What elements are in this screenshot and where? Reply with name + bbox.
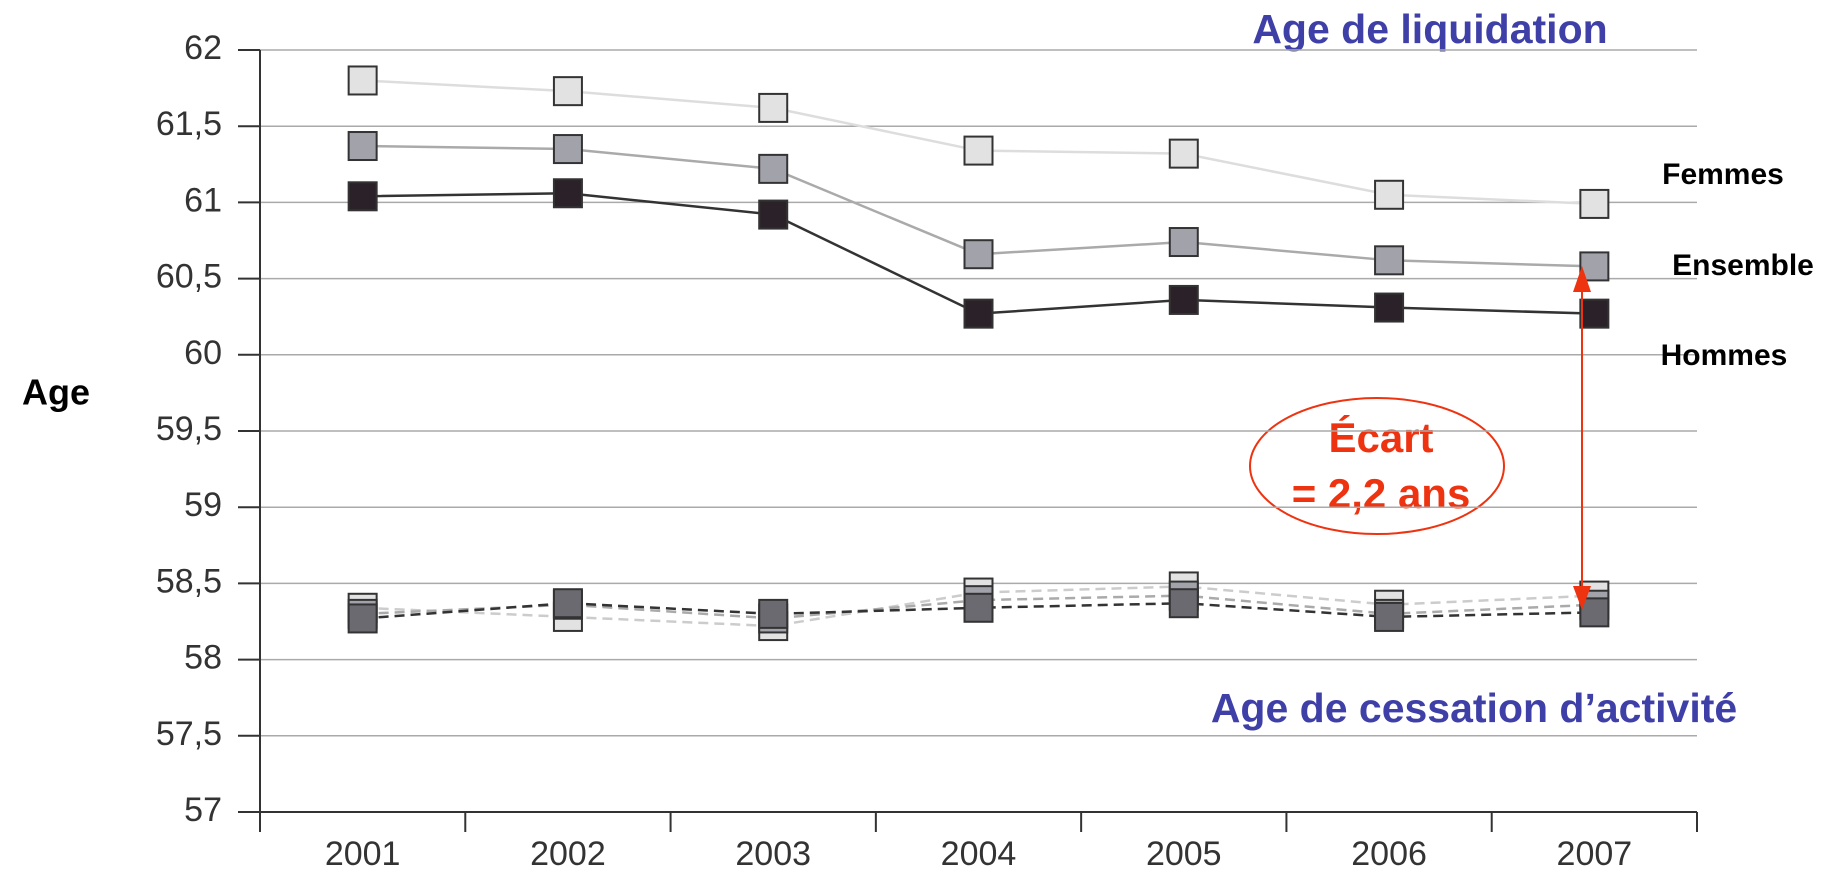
x-tick-label: 2007 — [1557, 835, 1633, 873]
marker — [1168, 138, 1199, 169]
y-tick-label: 58,5 — [156, 562, 222, 600]
y-tick-label: 58 — [184, 639, 222, 677]
marker — [1168, 284, 1199, 315]
y-axis-label: Age — [22, 372, 90, 413]
marker — [963, 239, 994, 270]
marker — [963, 592, 994, 623]
x-tick-label: 2005 — [1146, 835, 1222, 873]
arrow-head — [1573, 266, 1591, 292]
marker — [758, 153, 789, 184]
y-tick-label: 62 — [184, 29, 222, 67]
y-tick-label: 59,5 — [156, 410, 222, 448]
marker — [1374, 245, 1405, 276]
x-tick-label: 2002 — [530, 835, 606, 873]
y-tick-label: 59 — [184, 486, 222, 524]
x-tick-label: 2003 — [735, 835, 811, 873]
chart-subtitle: Age de cessation d’activité — [1211, 685, 1737, 731]
x-tick-label: 2001 — [325, 835, 401, 873]
marker — [1579, 188, 1610, 219]
arrow-head — [1573, 586, 1591, 610]
marker — [347, 131, 378, 162]
marker — [1579, 298, 1610, 329]
marker — [347, 65, 378, 96]
x-tick-label: 2004 — [941, 835, 1017, 873]
marker — [1374, 601, 1405, 632]
marker — [758, 92, 789, 123]
y-tick-label: 57,5 — [156, 715, 222, 753]
chart-title: Age de liquidation — [1252, 6, 1607, 52]
y-tick-label: 60 — [184, 334, 222, 372]
x-tick-label: 2006 — [1351, 835, 1427, 873]
marker — [552, 134, 583, 165]
marker — [552, 76, 583, 107]
legend-label: Femmes — [1662, 158, 1784, 191]
marker — [552, 588, 583, 619]
y-tick-label: 60,5 — [156, 258, 222, 296]
y-tick-label: 61 — [184, 181, 222, 219]
annotation: = 2,2 ans — [1292, 470, 1471, 517]
marker — [347, 603, 378, 634]
marker — [1374, 179, 1405, 210]
legend-label: Ensemble — [1672, 249, 1814, 282]
marker — [963, 135, 994, 166]
marker — [347, 181, 378, 212]
y-tick-label: 57 — [184, 791, 222, 829]
marker — [758, 199, 789, 230]
marker — [963, 298, 994, 329]
ellipse — [1249, 397, 1505, 535]
marker — [552, 178, 583, 209]
marker — [1168, 227, 1199, 258]
legend-label: Hommes — [1661, 339, 1788, 372]
marker — [1579, 597, 1610, 628]
marker — [1168, 588, 1199, 619]
annotation: Écart — [1328, 414, 1433, 461]
marker — [758, 598, 789, 629]
y-tick-label: 61,5 — [156, 105, 222, 143]
marker — [1374, 292, 1405, 323]
